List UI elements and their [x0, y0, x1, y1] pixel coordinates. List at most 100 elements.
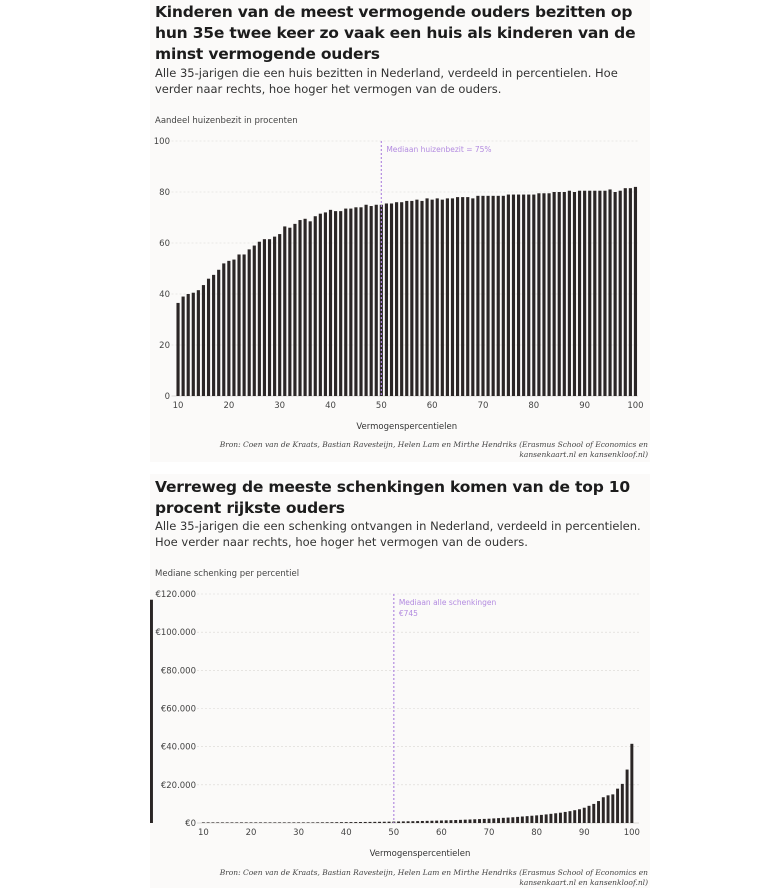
bar: [196, 290, 200, 396]
bar: [201, 285, 206, 396]
bar: [263, 822, 267, 823]
bar: [222, 263, 226, 396]
x-tick-label: 80: [531, 828, 542, 838]
bar: [435, 820, 439, 823]
bar: [334, 211, 338, 396]
bar: [516, 194, 521, 396]
bar: [473, 819, 477, 823]
bar: [364, 204, 368, 396]
bar-chart-gifts: €0 €20.000 €40.000 €60.000 €80.000 €100.000 €1…: [150, 590, 640, 859]
x-tick-label: 90: [579, 401, 590, 411]
bar: [547, 193, 551, 396]
bar: [497, 818, 501, 823]
bar: [339, 211, 343, 396]
bar: [373, 821, 377, 823]
bar: [410, 200, 414, 396]
bar: [539, 814, 543, 823]
bar: [237, 254, 241, 396]
bar: [455, 197, 460, 396]
bar: [176, 302, 180, 396]
bar: [481, 195, 485, 396]
bar: [384, 203, 388, 396]
bar: [573, 810, 577, 823]
bar: [212, 274, 216, 396]
bar: [430, 199, 434, 396]
bar: [247, 249, 251, 396]
bar: [501, 195, 505, 396]
bar: [278, 822, 282, 823]
bar: [623, 188, 627, 396]
bar: [301, 822, 305, 823]
bar: [311, 822, 315, 823]
y-tick-label: €20.000: [161, 781, 196, 791]
bar: [476, 195, 480, 396]
bar: [628, 188, 632, 396]
bar: [492, 818, 496, 823]
bar: [458, 819, 462, 823]
bar: [363, 821, 367, 823]
bar: [323, 212, 328, 396]
bar: [567, 190, 571, 396]
bar: [603, 190, 607, 396]
bar: [220, 822, 224, 823]
bar: [620, 783, 624, 823]
source-note: Bron: Coen van de Kraats, Bastian Ravest…: [219, 868, 648, 887]
bar: [606, 795, 610, 823]
bar: [537, 193, 541, 396]
x-tick-label: 60: [436, 828, 447, 838]
bar: [406, 821, 410, 823]
bar: [335, 822, 339, 823]
bar: [216, 822, 220, 823]
bar: [568, 811, 572, 823]
bar: [549, 813, 553, 823]
y-axis-label: Aandeel huizenbezit in procenten: [155, 116, 298, 126]
bar: [374, 204, 378, 396]
x-axis-label: Vermogenspercentielen: [370, 849, 471, 859]
bar: [349, 208, 353, 396]
bar: [577, 190, 582, 396]
bar: [262, 239, 267, 396]
x-tick-label: 50: [388, 828, 399, 838]
bar: [525, 816, 529, 823]
bar: [486, 195, 490, 396]
bar: [415, 199, 419, 396]
bar: [445, 198, 449, 396]
bar: [292, 822, 296, 823]
bar: [471, 198, 475, 396]
bar: [313, 216, 317, 396]
chart-title: Verreweg de meeste schenkingen komen van…: [155, 478, 630, 517]
bar: [449, 820, 453, 823]
bar: [618, 190, 622, 396]
bar: [416, 821, 420, 823]
bar: [420, 820, 424, 823]
x-tick-label: 30: [293, 828, 304, 838]
bar: [444, 820, 448, 823]
bar: [359, 822, 362, 823]
bar: [267, 239, 272, 396]
bar: [592, 803, 596, 823]
y-tick-label: 60: [159, 239, 170, 249]
bar: [506, 194, 510, 396]
bar: [211, 822, 215, 823]
bar: [378, 821, 382, 823]
bar: [468, 819, 472, 823]
bar: [588, 190, 592, 396]
bar: [382, 821, 386, 823]
bar: [232, 259, 236, 396]
bar: [557, 192, 561, 396]
bar: [587, 805, 591, 823]
bar: [325, 822, 329, 823]
bar: [244, 822, 248, 823]
bar: [201, 822, 205, 823]
bar: [150, 599, 153, 823]
bar: [349, 822, 353, 823]
bar: [328, 209, 333, 396]
bar: [316, 822, 320, 823]
bar: [282, 822, 286, 823]
bar: [186, 294, 190, 396]
bar: [454, 820, 458, 823]
bar: [239, 822, 243, 823]
x-tick-label: 70: [478, 401, 489, 411]
bar: [522, 194, 526, 396]
bar: [369, 206, 373, 396]
